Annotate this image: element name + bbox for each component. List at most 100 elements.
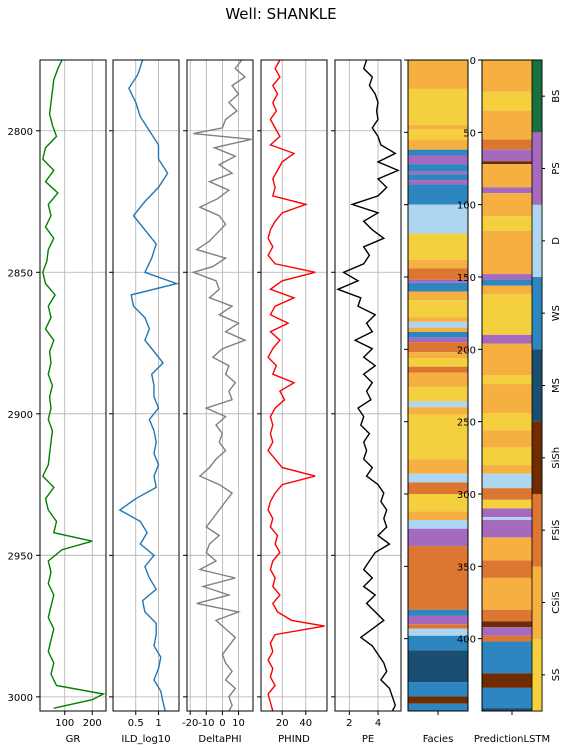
facies-block-CSiS [408,327,468,332]
x-axis-label: DeltaPHI [198,734,241,745]
facies-block-CSiS [482,465,542,474]
legend-frame [531,59,543,712]
facies-block-CSiS [408,291,468,301]
facies-block-FSiS [482,139,542,150]
facies-block-SS [408,88,468,126]
legend-swatch-PS [532,132,542,205]
facies-block-SS [482,216,542,231]
y-tick-label: 250 [457,418,476,429]
facies-block-SS [482,447,542,466]
facies-block-CSiS [408,511,468,521]
facies-block-WS [408,282,468,292]
facies-block-CSiS [482,193,542,217]
figure-title: Well: SHANKLE [225,5,336,23]
facies-block-SS [408,494,468,512]
legend-swatch-FSiS [532,494,542,567]
facies-block-SS [482,375,542,385]
legend-label-MS: MS [551,378,562,393]
x-axis-label: PredictionLSTM [474,734,550,745]
panel-frame [334,59,402,712]
facies-block-FSiS [482,609,542,622]
facies-block-D [408,520,468,529]
facies-block-FSiS [408,268,468,280]
x-tick-label: 20 [276,718,289,729]
facies-block-WS [482,279,542,286]
facies-block-CSiS [408,372,468,387]
facies-block-WS [408,609,468,616]
facies-block-MS [482,708,542,711]
facies-block-FSiS [408,482,468,494]
facies-block-WS [408,184,468,205]
facies-block-CSiS [408,352,468,359]
facies-column-facies: Facies [404,59,469,745]
facies-block-MS [408,650,468,683]
log-curve-dphi [191,59,252,712]
x-tick-label: 10 [232,718,245,729]
y-tick-label: 0 [470,56,476,67]
facies-block-FSiS [482,635,542,642]
x-tick-label: 40 [299,718,312,729]
facies-block-PS [408,615,468,625]
legend-swatch-MS [532,349,542,422]
facies-block-SS [408,129,468,140]
facies-block-D [482,517,542,521]
panel-pe: 2 4PE [331,59,402,745]
facies-block-FSiS [408,546,468,610]
facies-block-SiSh [482,673,542,688]
legend-label-D: D [551,237,562,245]
facies-block-CSiS [408,125,468,130]
panel-ild: 0.5 1 ILD_log10 [109,59,180,745]
y-tick-label: 200 [457,345,476,356]
legend-swatch-SiSh [532,421,542,494]
x-tick-label: -20 [182,718,198,729]
facies-block-PS [482,274,542,280]
panel-frame [186,59,254,712]
facies-block-SS [482,412,542,431]
y-tick-label: 350 [457,562,476,573]
facies-block-D [408,321,468,328]
facies-block-CSiS [408,407,468,415]
facies-column-prediction: PredictionLSTM 0 50 100 150 200 250 300 350 400 [457,56,550,745]
x-tick-label: 100 [55,718,74,729]
facies-block-FSiS [408,624,468,629]
facies-block-WS [408,331,468,338]
legend-label-PS: PS [551,162,562,174]
facies-block-CSiS [482,164,542,188]
facies-block-SiSh [482,621,542,628]
facies-block-PS [482,508,542,518]
facies-block-CSiS [408,459,468,474]
facies-block-FSiS [482,488,542,500]
facies-block-FSiS [482,560,542,578]
legend-swatch-BS [532,60,542,133]
log-curve-phind [267,59,325,712]
y-tick-label: 50 [463,128,476,139]
facies-block-WS [408,682,468,697]
facies-block-CSiS [408,317,468,322]
facies-block-PS [408,279,468,283]
facies-block-CSiS [408,139,468,150]
legend-label-FSiS: FSiS [551,520,562,541]
log-curve-gr [41,59,106,709]
facies-block-FSiS [408,366,468,373]
panel-frame [39,59,107,712]
facies-block-SiSh [482,161,542,165]
y-tick-label: 2950 [8,551,33,562]
panel-frame [260,59,328,712]
facies-block-CSiS [482,430,542,448]
facies-block-PS [408,171,468,175]
x-axis-label: PHIND [278,734,310,745]
facies-block-PS [408,155,468,165]
log-curve-pe [336,59,400,712]
facies-block-D [408,473,468,483]
log-curve-ild [118,59,180,712]
legend-label-SS: SS [551,668,562,681]
y-tick-label: 400 [457,635,476,646]
facies-block-D [408,401,468,408]
legend-swatch-CSiS [532,566,542,639]
facies-block-SS [408,414,468,460]
facies-block-D [482,473,542,489]
facies-block-PS [482,149,542,162]
facies-block-PS [408,528,468,547]
